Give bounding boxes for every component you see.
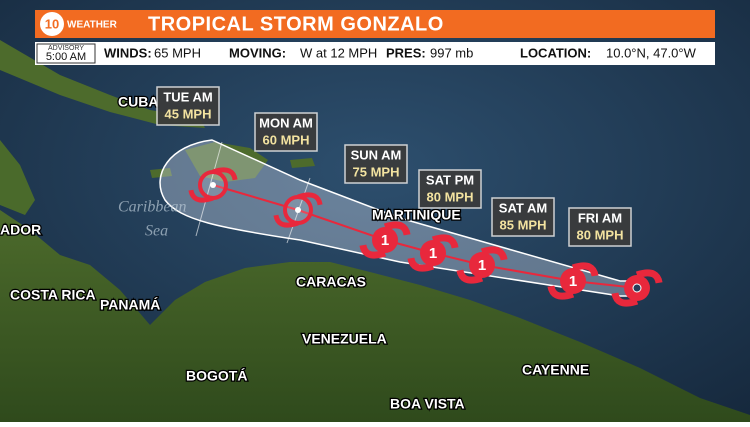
storm-category: 1	[381, 232, 389, 249]
storm-center	[295, 207, 301, 213]
location-label: LOCATION:	[520, 45, 591, 60]
current-eye	[632, 283, 642, 293]
place-label: CARACAS	[296, 274, 366, 290]
moving-value: W at 12 MPH	[300, 45, 377, 60]
forecast-wind: 75 MPH	[353, 164, 400, 179]
logo-text: WEATHER	[67, 20, 118, 31]
advisory-time: 5:00 AM	[46, 51, 86, 63]
forecast-box	[568, 207, 632, 247]
central-america	[0, 140, 35, 215]
forecast-wind: 60 MPH	[263, 132, 310, 147]
storm-icon	[420, 240, 446, 266]
pres-value: 997 mb	[430, 45, 473, 60]
forecast-wind: 80 MPH	[577, 227, 624, 242]
forecast-wind: 85 MPH	[500, 217, 547, 232]
storm-category: 1	[429, 245, 437, 262]
storm-category: 1	[478, 257, 486, 274]
forecast-box	[418, 169, 482, 209]
info-bar	[35, 42, 715, 65]
forecast-time: SAT AM	[499, 200, 547, 215]
place-label: MARTINIQUE	[372, 207, 461, 223]
forecast-time: MON AM	[259, 115, 313, 130]
forecast-box	[491, 197, 555, 237]
storm-arms	[456, 246, 508, 284]
time-line	[195, 141, 223, 237]
place-label: BOGOTÁ	[186, 368, 247, 384]
logo-badge	[40, 12, 64, 36]
forecast-box	[344, 144, 408, 184]
storm-arms	[359, 221, 411, 259]
sea-label: Sea	[145, 223, 168, 240]
storm-icon	[372, 227, 398, 253]
pres-label: PRES:	[386, 45, 426, 60]
forecast-time: SAT PM	[426, 172, 474, 187]
winds-value: 65 MPH	[154, 45, 201, 60]
place-label: VENEZUELA	[302, 331, 387, 347]
place-label: PANAMÁ	[100, 297, 160, 313]
winds-label: WINDS:	[104, 45, 152, 60]
advisory-box	[36, 43, 96, 64]
forecast-time: TUE AM	[163, 89, 212, 104]
forecast-wind: 80 MPH	[427, 189, 474, 204]
forecast-wind: 45 MPH	[165, 106, 212, 121]
sea-label: Caribbean	[118, 199, 186, 216]
forecast-box	[254, 112, 318, 152]
title: TROPICAL STORM GONZALO	[148, 13, 444, 35]
forecast-time: SUN AM	[351, 147, 402, 162]
location-value: 10.0°N, 47.0°W	[606, 45, 697, 60]
storm-arms	[547, 262, 599, 300]
storm-arms	[407, 234, 459, 272]
storm-center	[210, 182, 216, 188]
storm-arms	[611, 269, 663, 307]
forecast-box	[156, 86, 220, 126]
place-label: COSTA RICA	[10, 287, 96, 303]
place-label: BOA VISTA	[390, 396, 465, 412]
forecast-time: FRI AM	[578, 210, 622, 225]
place-label: CAYENNE	[522, 362, 589, 378]
storm-icon	[469, 252, 495, 278]
moving-label: MOVING:	[229, 45, 286, 60]
place-label: CUBA	[118, 94, 158, 110]
puerto-rico	[290, 158, 315, 168]
storm-category: 1	[569, 273, 577, 290]
advisory-label: ADVISORY	[48, 45, 84, 52]
south-america	[0, 210, 750, 422]
logo-number: 10	[45, 16, 59, 31]
header-bar	[35, 10, 715, 38]
forecast-cone	[159, 139, 641, 297]
storm-icon	[560, 268, 586, 294]
place-label: ADOR	[0, 222, 41, 238]
